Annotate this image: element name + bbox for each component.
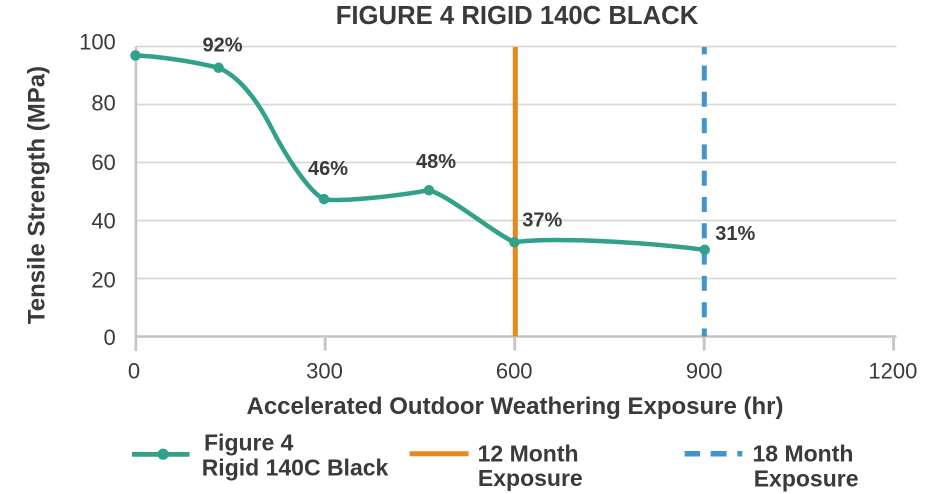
- svg-text:18 Month: 18 Month: [753, 440, 854, 466]
- svg-text:Figure 4: Figure 4: [204, 429, 294, 455]
- svg-text:Accelerated Outdoor Weathering: Accelerated Outdoor Weathering Exposure …: [247, 393, 784, 420]
- svg-text:37%: 37%: [522, 210, 562, 232]
- svg-text:0: 0: [104, 325, 116, 350]
- svg-text:600: 600: [496, 359, 533, 384]
- svg-text:100: 100: [79, 30, 116, 55]
- svg-text:Rigid 140C Black: Rigid 140C Black: [202, 454, 389, 480]
- svg-text:20: 20: [91, 268, 115, 293]
- svg-text:Exposure: Exposure: [754, 465, 859, 491]
- svg-text:Tensile Strength (MPa): Tensile Strength (MPa): [24, 66, 51, 324]
- svg-text:0: 0: [128, 359, 140, 384]
- svg-text:60: 60: [91, 150, 115, 175]
- svg-text:900: 900: [686, 359, 723, 384]
- svg-text:40: 40: [91, 209, 115, 234]
- svg-text:80: 80: [91, 91, 115, 116]
- svg-text:12 Month: 12 Month: [478, 440, 579, 466]
- svg-text:48%: 48%: [416, 151, 456, 173]
- svg-text:FIGURE 4 RIGID 140C BLACK: FIGURE 4 RIGID 140C BLACK: [336, 2, 699, 30]
- svg-text:300: 300: [306, 359, 343, 384]
- svg-text:Exposure: Exposure: [478, 465, 583, 491]
- svg-text:1200: 1200: [868, 359, 917, 384]
- svg-text:31%: 31%: [715, 223, 755, 245]
- svg-text:92%: 92%: [202, 35, 242, 57]
- svg-text:46%: 46%: [308, 158, 348, 180]
